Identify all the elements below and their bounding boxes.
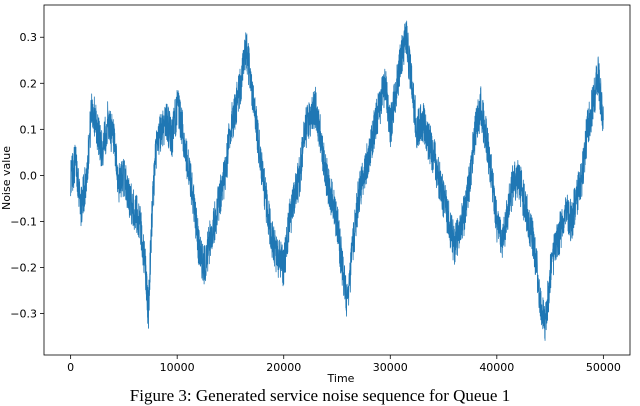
- x-tick-label: 30000: [373, 361, 408, 374]
- y-tick-label: 0.0: [20, 169, 38, 182]
- x-axis-label: Time: [327, 372, 355, 385]
- x-tick-label: 10000: [160, 361, 195, 374]
- axes-border: [43, 4, 631, 356]
- x-tick-label: 0: [67, 361, 74, 374]
- y-tick-label: −0.3: [10, 308, 37, 321]
- y-tick-label: 0.3: [20, 31, 38, 44]
- y-tick-label: 0.1: [20, 123, 38, 136]
- series-layer: [70, 20, 604, 341]
- x-tick-label: 40000: [479, 361, 514, 374]
- x-tick-label: 20000: [266, 361, 301, 374]
- x-tick-label: 50000: [586, 361, 621, 374]
- axes-frame: [43, 4, 631, 356]
- series-line: [70, 20, 604, 341]
- y-tick-label: −0.2: [10, 262, 37, 275]
- figure-caption: Figure 3: Generated service noise sequen…: [129, 386, 511, 405]
- y-tick-label: 0.2: [20, 77, 38, 90]
- y-tick-label: −0.1: [10, 215, 37, 228]
- y-axis-label: Noise value: [0, 146, 13, 210]
- tick-layer: 0 10000 20000 30000 40000 50000 −0.3 −0.2 −0.1 0.…: [10, 31, 621, 374]
